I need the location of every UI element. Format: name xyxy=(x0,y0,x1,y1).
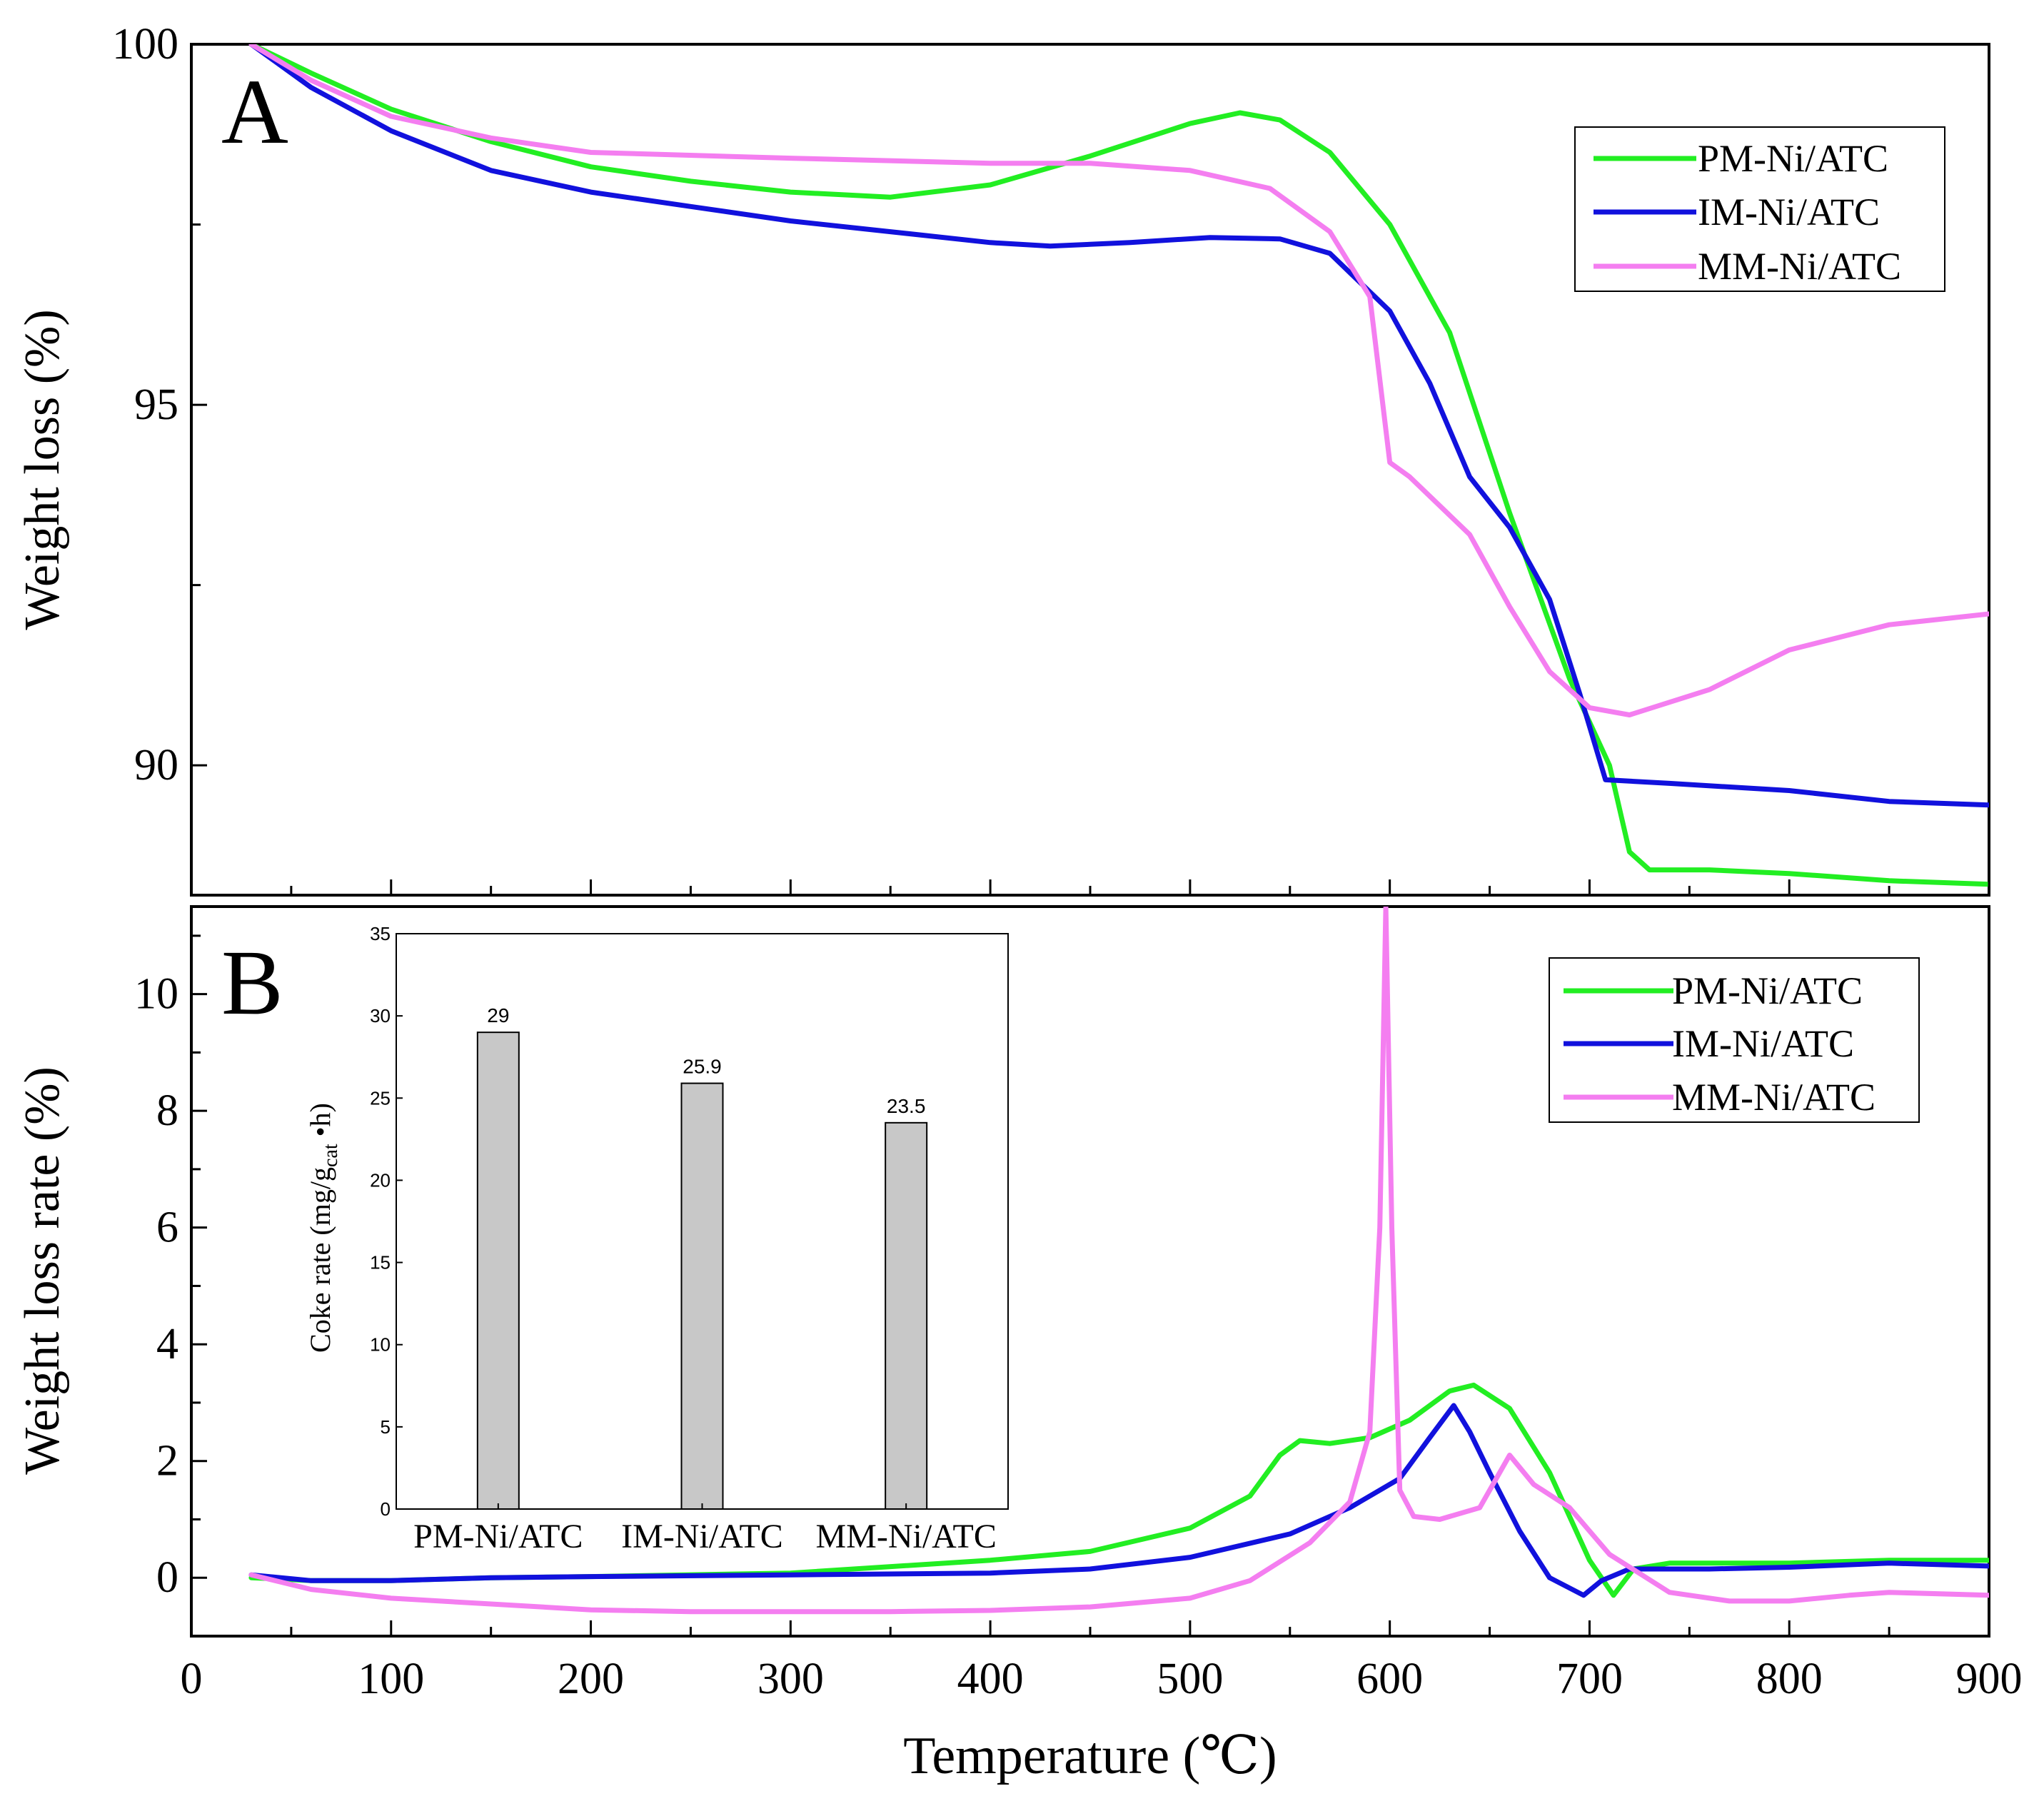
x-tick-label: 600 xyxy=(1356,1655,1423,1703)
panel-b-label: B xyxy=(221,932,283,1034)
inset-y-tick-label: 25 xyxy=(370,1087,391,1109)
x-tick-label: 300 xyxy=(757,1655,824,1703)
legend-a-mm-label: MM-Ni/ATC xyxy=(1698,245,1901,288)
inset-y-tick-label: 10 xyxy=(370,1334,391,1356)
panel-b-ylabel: Weight loss rate (%) xyxy=(15,1066,70,1475)
panel-a-legend: PM-Ni/ATC IM-Ni/ATC MM-Ni/ATC xyxy=(1574,126,1945,292)
inset-y-tick-label: 0 xyxy=(381,1498,391,1520)
inset-y-tick-label: 20 xyxy=(370,1169,391,1191)
inset-bar-im-ni-atc xyxy=(680,1082,724,1510)
series-line-im-ni-atc xyxy=(248,44,1989,808)
panel-a-series xyxy=(248,44,1989,887)
inset-bar-mm-ni-atc xyxy=(885,1121,928,1510)
inset-ylabel-main: Coke rate (mg/g xyxy=(304,1167,336,1353)
panel-a-label: A xyxy=(221,61,288,163)
inset-bar-value-label: 23.5 xyxy=(887,1095,926,1117)
y-tick-label: 10 xyxy=(134,970,178,1019)
inset-bar-value-label: 29 xyxy=(487,1004,509,1026)
y-tick-label: 95 xyxy=(134,380,178,429)
inset-category-label: PM-Ni/ATC xyxy=(413,1518,583,1555)
inset-ticks: PM-Ni/ATC IM-Ni/ATC MM-Ni/ATC 0 5 10 15 20 25 30 3… xyxy=(370,923,997,1555)
y-tick-label: 100 xyxy=(112,20,178,69)
panel-a-ylabel: Weight loss (%) xyxy=(15,309,70,630)
x-tick-label: 0 xyxy=(181,1655,203,1703)
x-tick-label: 700 xyxy=(1556,1655,1623,1703)
x-tick-label: 100 xyxy=(358,1655,424,1703)
legend-a-pm-label: PM-Ni/ATC xyxy=(1698,137,1888,180)
panel-a: 90 95 100 A Weight loss (%) PM-Ni/ATC IM-N… xyxy=(15,20,1990,897)
y-tick-label: 90 xyxy=(134,741,178,789)
inset-ylabel-tail: •h) xyxy=(304,1103,336,1144)
panel-b-legend: PM-Ni/ATC IM-Ni/ATC MM-Ni/ATC xyxy=(1549,957,1920,1123)
inset-bar-chart: 29 25.9 23.5 PM-Ni/ATC IM-Ni/ATC MM-Ni/ATC 0 5… xyxy=(304,923,1009,1555)
inset-category-label: MM-Ni/ATC xyxy=(815,1518,996,1555)
y-tick-label: 6 xyxy=(156,1204,178,1252)
inset-y-tick-label: 35 xyxy=(370,923,391,944)
x-tick-label: 200 xyxy=(558,1655,624,1703)
inset-category-label: IM-Ni/ATC xyxy=(621,1518,783,1555)
x-tick-label: 800 xyxy=(1756,1655,1823,1703)
inset-ylabel-sub: cat xyxy=(320,1144,342,1167)
x-tick-label: 500 xyxy=(1157,1655,1223,1703)
panel-a-ticks: 90 95 100 xyxy=(112,20,1990,895)
inset-ylabel: Coke rate (mg/gcat •h) xyxy=(304,1103,342,1353)
inset-y-tick-label: 30 xyxy=(370,1005,391,1026)
x-tick-label: 900 xyxy=(1956,1655,2023,1703)
inset-y-tick-label: 15 xyxy=(370,1252,391,1273)
inset-bar-value-label: 25.9 xyxy=(683,1056,722,1078)
x-axis-title: Temperature (℃) xyxy=(903,1727,1277,1785)
y-tick-label: 2 xyxy=(156,1437,178,1485)
legend-a-im-label: IM-Ni/ATC xyxy=(1698,191,1880,233)
series-line-mm-ni-atc xyxy=(248,44,1989,717)
series-line-pm-ni-atc xyxy=(248,44,1989,887)
panel-b-series xyxy=(248,907,1989,1615)
legend-b-mm-label: MM-Ni/ATC xyxy=(1672,1076,1876,1119)
legend-b-pm-label: PM-Ni/ATC xyxy=(1672,969,1863,1012)
legend-b-im-label: IM-Ni/ATC xyxy=(1672,1022,1854,1065)
series-line-mm-ni-atc xyxy=(248,907,1989,1615)
inset-bar-pm-ni-atc xyxy=(476,1031,520,1510)
y-tick-label: 0 xyxy=(156,1553,178,1602)
inset-y-tick-label: 5 xyxy=(381,1416,391,1438)
y-tick-label: 8 xyxy=(156,1086,178,1135)
y-tick-label: 4 xyxy=(156,1320,178,1368)
x-tick-label: 400 xyxy=(957,1655,1024,1703)
